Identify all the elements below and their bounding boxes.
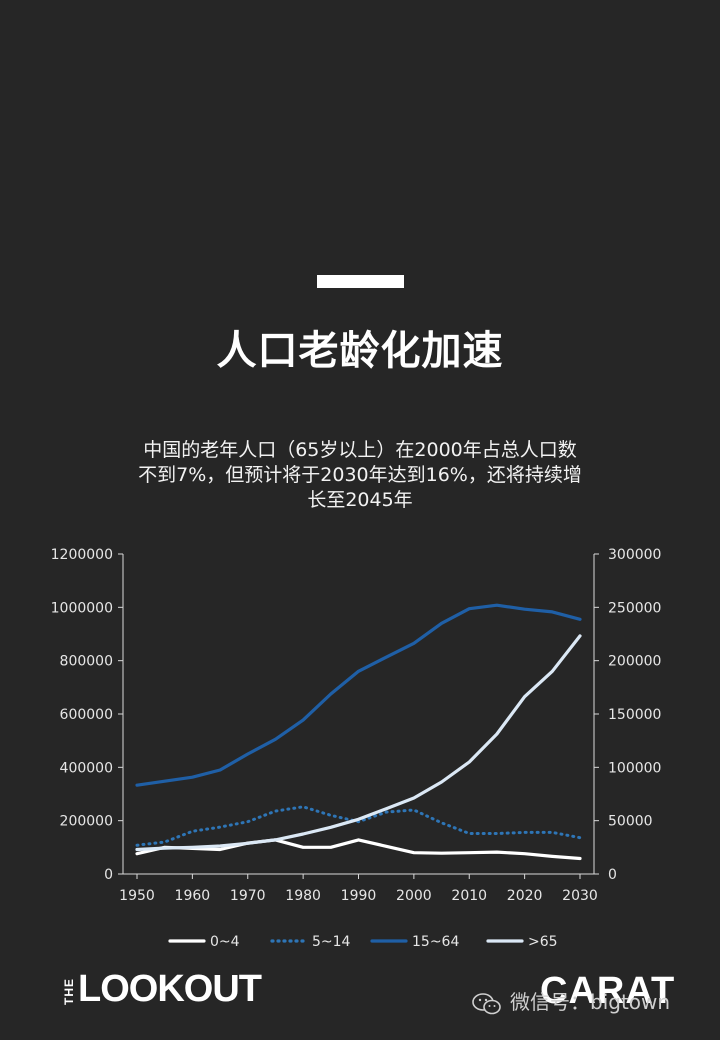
legend-label-2: 5~14 (312, 934, 351, 950)
subtitle-line-3: 长至2045年 (307, 489, 413, 511)
x-tick-label: 1980 (285, 888, 321, 904)
wechat-id-text: 微信号：bigtown (510, 990, 671, 1014)
series-line-4 (135, 634, 582, 852)
x-tick-label: 1970 (230, 888, 266, 904)
logo-the-text: THE (62, 978, 76, 1005)
carat-logo: CARAT (540, 970, 676, 1012)
chart-legend: 0~4 5~14 15~64 >65 (168, 934, 558, 950)
right-y-tick-label: 50000 (608, 814, 653, 830)
left-y-tick-label: 600000 (60, 707, 113, 723)
title-decoration-bar (317, 275, 404, 288)
left-y-tick-label: 1000000 (51, 600, 113, 616)
left-y-tick-label: 1200000 (51, 547, 113, 563)
chart-series (135, 603, 582, 861)
right-y-tick-label: 150000 (608, 707, 661, 723)
legend-label-1: 0~4 (210, 934, 240, 950)
series-line-3 (135, 603, 582, 787)
wechat-icon (472, 992, 502, 1016)
right-y-tick-label: 100000 (608, 760, 661, 776)
right-y-tick-label: 300000 (608, 547, 661, 563)
legend-label-3: 15~64 (412, 934, 459, 950)
left-y-tick-label: 0 (104, 867, 113, 883)
logo-lookout-text: LOOKOUT (78, 968, 262, 1010)
x-tick-label: 1950 (119, 888, 155, 904)
x-tick-label: 2010 (451, 888, 487, 904)
subtitle-line-1: 中国的老年人口（65岁以上）在2000年占总人口数 (143, 439, 577, 461)
chart-subtitle: 中国的老年人口（65岁以上）在2000年占总人口数 不到7%，但预计将于2030… (110, 438, 610, 513)
left-y-tick-label: 800000 (60, 654, 113, 670)
left-y-tick-label: 400000 (60, 760, 113, 776)
right-y-tick-label: 250000 (608, 600, 661, 616)
left-y-tick-label: 200000 (60, 814, 113, 830)
series-line-2 (135, 805, 582, 847)
legend-label-4: >65 (528, 934, 558, 950)
wechat-watermark: 微信号：bigtown (472, 986, 670, 1016)
chart-axes: 0 200000 400000 600000 800000 1000000 1200000 0… (51, 547, 662, 904)
x-tick-label: 2020 (507, 888, 543, 904)
x-tick-label: 1990 (341, 888, 377, 904)
subtitle-line-2: 不到7%，但预计将于2030年达到16%，还将持续增 (138, 464, 582, 486)
series-line-1 (135, 838, 582, 861)
x-tick-label: 2000 (396, 888, 432, 904)
x-tick-label: 2030 (562, 888, 598, 904)
population-line-chart: 0200000400000600000800000100000012000000… (51, 547, 662, 950)
right-y-tick-label: 0 (608, 867, 617, 883)
right-y-tick-label: 200000 (608, 654, 661, 670)
page-title: 人口老龄化加速 (216, 328, 504, 374)
x-tick-label: 1960 (175, 888, 211, 904)
